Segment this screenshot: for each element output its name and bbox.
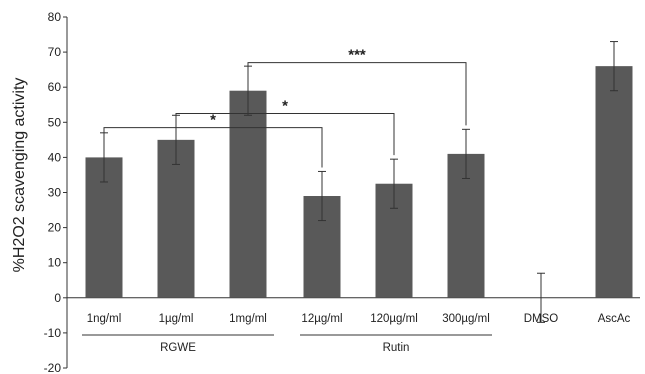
category-label: 120µg/ml	[370, 313, 418, 325]
category-label: 300µg/ml	[442, 313, 490, 325]
significance-bracket	[176, 114, 394, 156]
significance-label: *	[282, 98, 288, 115]
category-label: 1ng/ml	[87, 313, 122, 325]
y-tick-label: 50	[48, 115, 62, 129]
y-tick-label: 20	[48, 221, 62, 235]
y-tick-label: -10	[44, 326, 62, 340]
category-label: 1µg/ml	[159, 313, 194, 325]
bars	[86, 66, 633, 298]
y-tick-label: 80	[48, 10, 62, 24]
category-label: AscAc	[598, 313, 631, 325]
group-label: RGWE	[160, 342, 196, 354]
significance-label: ***	[348, 47, 366, 64]
y-tick-label: 60	[48, 80, 62, 94]
significance-bracket	[248, 63, 466, 126]
group-labels: RGWE Rutin	[82, 335, 492, 354]
category-label: DMSO	[524, 313, 559, 325]
y-tick-label: -20	[44, 361, 62, 374]
y-tick-label: 40	[48, 150, 62, 164]
y-axis-label: %H2O2 scavenging activity	[11, 78, 28, 273]
category-label: 1mg/ml	[229, 313, 267, 325]
group-label: Rutin	[383, 342, 410, 354]
bar	[230, 91, 267, 298]
y-tick-label: 0	[54, 291, 61, 305]
category-labels: 1ng/ml 1µg/ml 1mg/ml 12µg/ml 120µg/ml 300µg/m…	[87, 313, 631, 325]
significance-label: *	[210, 112, 216, 129]
significance-bracket	[104, 128, 322, 168]
bar	[596, 66, 633, 298]
y-tick-label: 30	[48, 186, 62, 200]
y-tick-label: 10	[48, 256, 62, 270]
category-label: 12µg/ml	[301, 313, 342, 325]
y-tick-label: 70	[48, 45, 62, 59]
